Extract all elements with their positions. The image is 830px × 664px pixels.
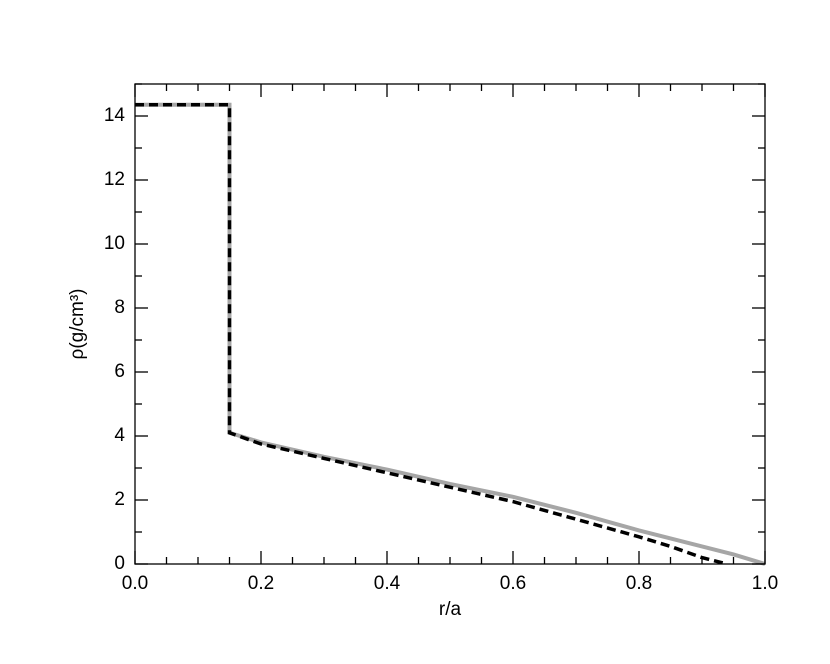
x-axis-label: r/a [439, 599, 462, 620]
x-tick-label: 0.0 [122, 573, 148, 594]
y-tick-label: 12 [104, 169, 125, 190]
y-tick-label: 2 [114, 489, 125, 510]
y-tick-label: 14 [104, 105, 126, 126]
y-tick-label: 10 [104, 233, 125, 254]
x-tick-label: 0.2 [248, 573, 274, 594]
y-tick-label: 4 [114, 425, 125, 446]
y-axis-label: ρ(g/cm³) [67, 289, 88, 360]
y-tick-label: 0 [114, 553, 125, 574]
x-tick-label: 0.8 [626, 573, 652, 594]
y-tick-label: 8 [114, 297, 125, 318]
x-tick-label: 0.6 [500, 573, 526, 594]
x-tick-label: 0.4 [374, 573, 401, 594]
data-line [135, 103, 728, 566]
y-tick-label: 6 [114, 361, 125, 382]
x-tick-label: 1.0 [752, 573, 778, 594]
